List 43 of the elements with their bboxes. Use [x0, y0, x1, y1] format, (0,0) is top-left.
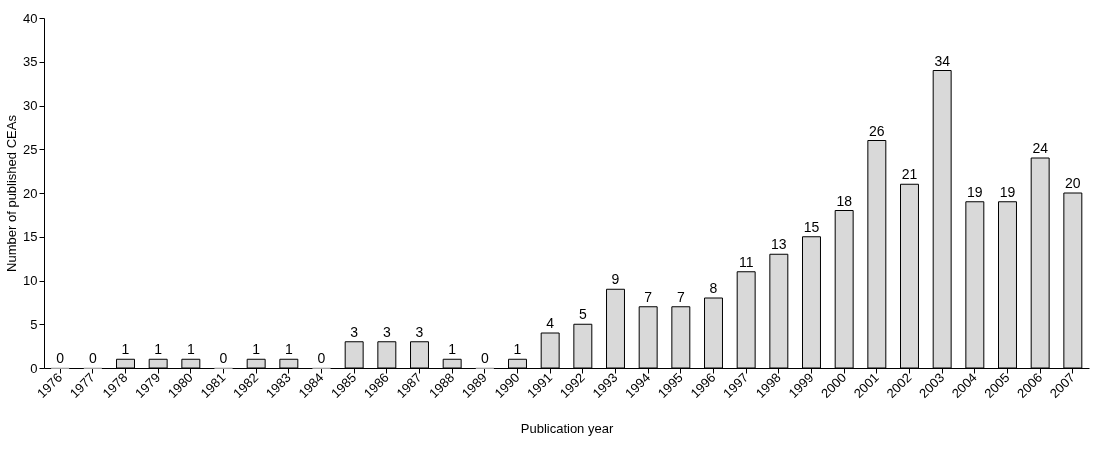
- data-label: 15: [803, 218, 820, 235]
- data-label: 34: [934, 52, 951, 69]
- data-label: 21: [901, 166, 918, 183]
- y-tick-label: 15: [23, 229, 38, 245]
- data-label: 0: [88, 350, 97, 366]
- data-label: 1: [252, 341, 261, 358]
- y-tick-label: 25: [23, 141, 38, 157]
- y-axis-title: Number of published CEAs: [4, 114, 20, 272]
- y-tick-label: 30: [23, 98, 38, 113]
- data-label: 18: [836, 192, 853, 209]
- data-label: 0: [317, 350, 326, 366]
- data-label: 7: [676, 288, 685, 305]
- data-label: 19: [967, 183, 983, 200]
- data-label: 0: [480, 350, 489, 366]
- data-label: 13: [771, 236, 787, 253]
- x-axis-title: Publication year: [520, 420, 614, 436]
- y-tick-label: 10: [23, 273, 38, 288]
- data-label: 9: [611, 271, 620, 288]
- data-label: 5: [578, 306, 587, 323]
- y-tick-label: 35: [23, 54, 38, 70]
- data-label: 24: [1032, 140, 1049, 156]
- y-tick-label: 20: [23, 185, 38, 201]
- data-label: 20: [1065, 175, 1081, 191]
- data-label: 19: [999, 183, 1016, 200]
- y-tick-label: 5: [30, 316, 38, 332]
- data-label: 1: [186, 341, 195, 358]
- data-label: 3: [350, 323, 359, 340]
- data-label: 1: [448, 341, 457, 358]
- y-tick-label: 0: [30, 360, 38, 376]
- data-label: 3: [415, 323, 424, 340]
- data-label: 26: [869, 122, 885, 139]
- data-label: 0: [219, 350, 228, 366]
- y-tick-label: 40: [23, 10, 38, 26]
- data-label: 7: [644, 288, 653, 305]
- data-label: 1: [121, 341, 130, 358]
- data-label: 0: [56, 350, 65, 366]
- data-label: 3: [382, 323, 391, 340]
- data-label: 11: [738, 253, 754, 270]
- data-label: 1: [284, 341, 293, 358]
- data-label: 1: [154, 341, 163, 358]
- data-label: 1: [513, 341, 522, 358]
- data-label: 8: [709, 280, 718, 296]
- data-label: 4: [546, 315, 555, 331]
